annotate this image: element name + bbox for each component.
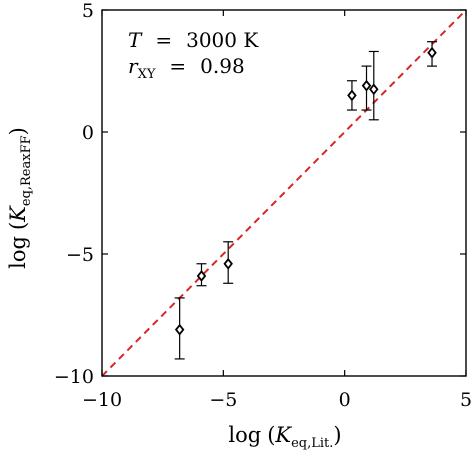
data-point (427, 41, 438, 67)
plot-area (101, 9, 467, 377)
data-point (368, 50, 379, 121)
x-tick-label: −10 (82, 389, 122, 411)
correlation-annotation: rXY = 0.98 (128, 54, 245, 82)
temperature-annotation: T = 3000 K (128, 28, 259, 52)
data-point (223, 241, 234, 284)
reference-line (101, 9, 467, 377)
y-tick-label: 0 (82, 122, 94, 144)
x-tick-label: −5 (209, 389, 237, 411)
data-point (361, 65, 372, 111)
plot-frame (101, 9, 467, 377)
x-tick-label: 5 (460, 389, 472, 411)
data-point (174, 297, 185, 360)
x-tick-label: 0 (339, 389, 351, 411)
diamond-marker (196, 270, 207, 282)
diamond-marker (361, 79, 372, 92)
x-axis-label: log (Keq,Lit.) (228, 423, 341, 450)
y-tick-label: 5 (82, 0, 94, 22)
diamond-marker (174, 323, 185, 336)
y-axis-label: log(Keq,ReaxFF) (6, 127, 34, 269)
data-points (174, 41, 438, 360)
y-tick-label: −5 (66, 244, 94, 266)
diamond-marker (223, 257, 233, 270)
diamond-marker (347, 89, 357, 102)
data-point (196, 263, 207, 287)
y-tick-label: −10 (54, 366, 94, 388)
diamond-marker (427, 46, 437, 59)
axis-ticks: −10 −5 0 5 −10 −5 0 5 (54, 0, 472, 411)
data-point (346, 80, 357, 111)
diamond-marker (369, 83, 379, 96)
